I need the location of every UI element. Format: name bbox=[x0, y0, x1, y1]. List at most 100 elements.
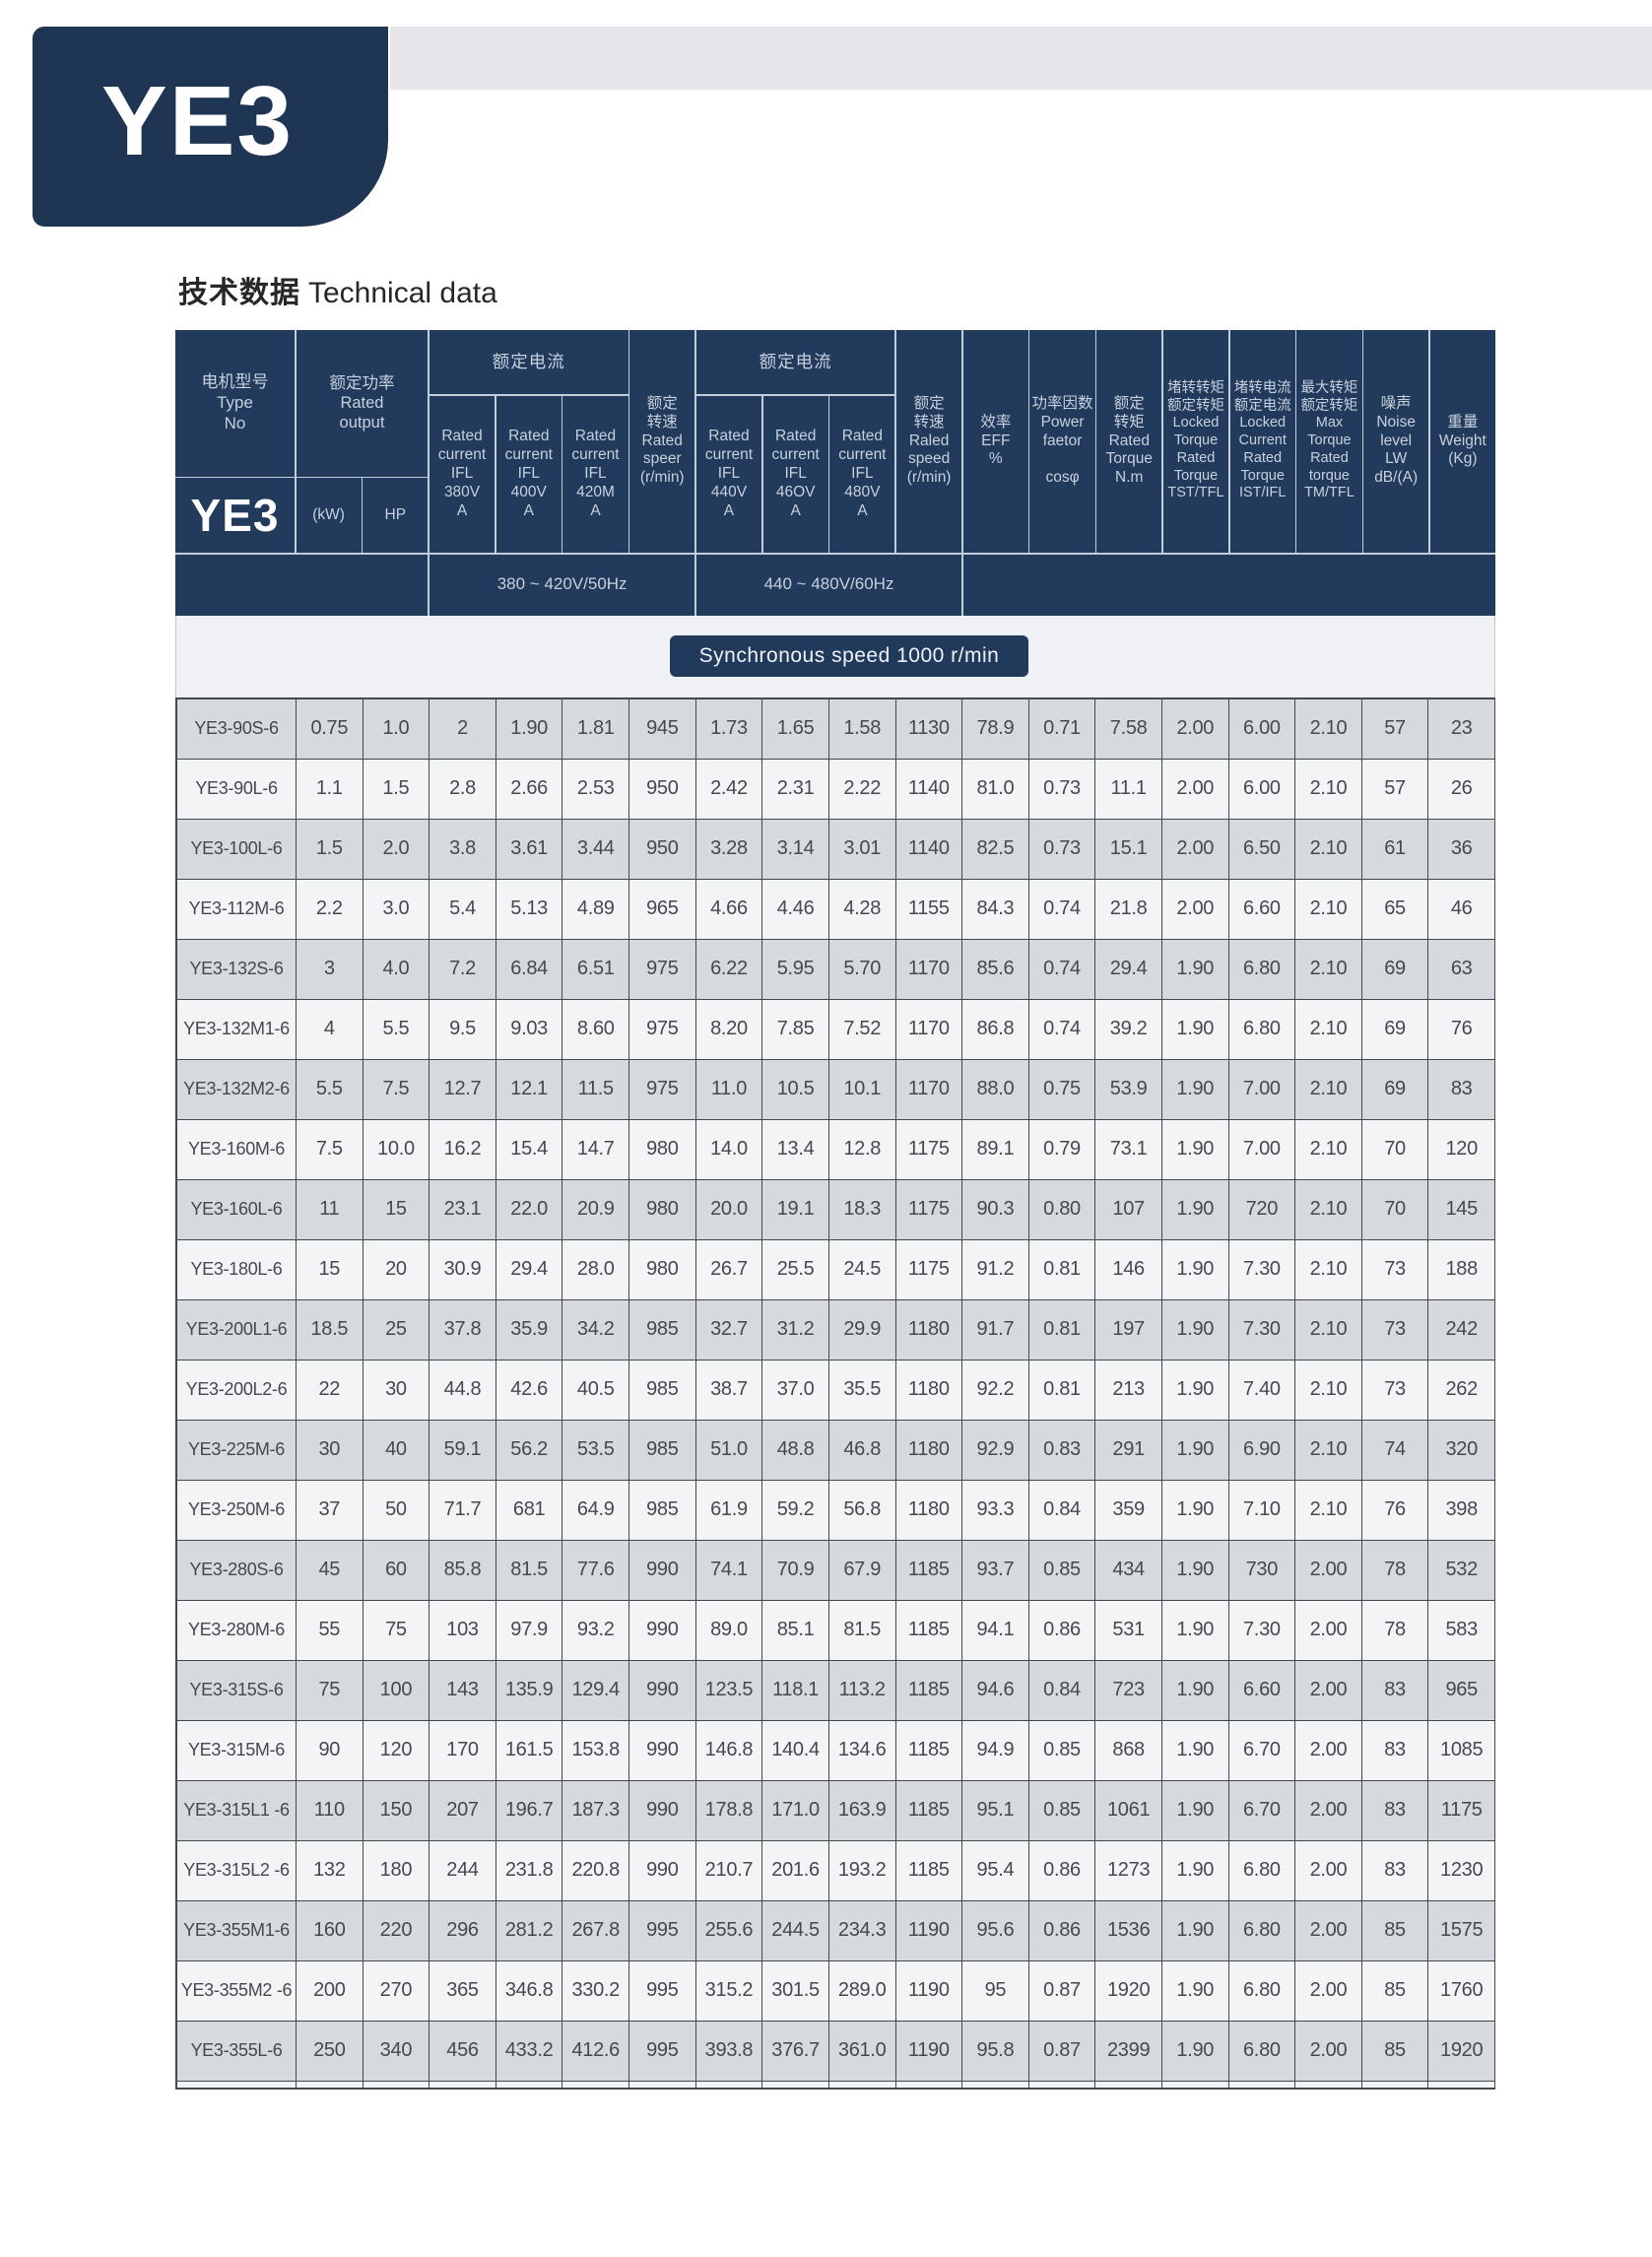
data-cell: 120 bbox=[363, 1720, 430, 1781]
data-cell: 990 bbox=[629, 1600, 696, 1661]
data-cell: 7.00 bbox=[1228, 1059, 1296, 1120]
data-cell: 990 bbox=[629, 1660, 696, 1721]
data-cell: 0.73 bbox=[1028, 759, 1096, 820]
data-cell: 70 bbox=[1361, 1179, 1429, 1240]
data-cell: 346.8 bbox=[496, 1960, 563, 2022]
data-cell: 1175 bbox=[895, 1179, 963, 1240]
data-cell: 9.5 bbox=[430, 999, 496, 1060]
data-cell: 5.13 bbox=[496, 879, 563, 940]
header-rated-output: 额定功率 Rated output bbox=[296, 330, 429, 477]
row-model-cell: YE3-355M1-6 bbox=[177, 1900, 297, 1961]
data-cell: 15 bbox=[363, 1179, 430, 1240]
row-model-cell: YE3-90L-6 bbox=[177, 759, 297, 820]
data-cell: 4 bbox=[297, 999, 363, 1060]
row-model-cell: YE3-315L2 -6 bbox=[177, 1840, 297, 1901]
data-cell: 1.90 bbox=[1161, 1960, 1229, 2022]
data-cell: 990 bbox=[629, 1540, 696, 1601]
header-band-60hz: 440 ~ 480V/60Hz bbox=[695, 554, 962, 616]
data-cell: 15.1 bbox=[1095, 819, 1162, 880]
row-model-cell: YE3-160M-6 bbox=[177, 1119, 297, 1180]
data-cell: 4.0 bbox=[363, 939, 430, 1000]
data-cell: 1.90 bbox=[1161, 999, 1229, 1060]
data-cell: 2.00 bbox=[1161, 698, 1229, 760]
data-cell: 201.6 bbox=[762, 1840, 829, 1901]
data-cell: 7.85 bbox=[762, 999, 829, 1060]
data-cell: 950 bbox=[629, 759, 696, 820]
data-cell: 985 bbox=[629, 1420, 696, 1481]
row-model-cell: YE3-180L-6 bbox=[177, 1239, 297, 1300]
data-cell: 40 bbox=[363, 1420, 430, 1481]
page-title-en: Technical data bbox=[308, 277, 497, 309]
data-cell: 85 bbox=[1361, 1960, 1429, 2022]
data-cell: 5.5 bbox=[297, 1059, 363, 1120]
data-cell: 330.2 bbox=[562, 1960, 630, 2022]
data-cell: 94.6 bbox=[962, 1660, 1029, 1721]
data-cell: 2.10 bbox=[1295, 1299, 1362, 1361]
data-cell: 720 bbox=[1228, 1179, 1296, 1240]
data-cell: 89.1 bbox=[962, 1119, 1029, 1180]
data-cell: 0.81 bbox=[1028, 1299, 1096, 1361]
data-cell: 46 bbox=[1428, 879, 1495, 940]
data-cell: 1190 bbox=[895, 1960, 963, 2022]
data-cell: 18.5 bbox=[297, 1299, 363, 1361]
data-cell: 160 bbox=[297, 1900, 363, 1961]
data-cell: 8.60 bbox=[562, 999, 630, 1060]
data-cell: 113.2 bbox=[828, 1660, 896, 1721]
data-cell: 3.01 bbox=[828, 819, 896, 880]
data-cell: 8.20 bbox=[695, 999, 763, 1060]
data-cell: 2.10 bbox=[1295, 1420, 1362, 1481]
data-cell: 69 bbox=[1361, 939, 1429, 1000]
data-cell: 0.73 bbox=[1028, 819, 1096, 880]
data-cell: 1180 bbox=[895, 1480, 963, 1541]
cutoff-cell bbox=[1095, 2081, 1162, 2090]
data-cell: 135.9 bbox=[496, 1660, 563, 1721]
top-gray-bar bbox=[390, 27, 1652, 90]
data-cell: 10.0 bbox=[363, 1119, 430, 1180]
data-cell: 44.8 bbox=[430, 1360, 496, 1421]
data-cell: 19.1 bbox=[762, 1179, 829, 1240]
header-series-ye3: YE3 bbox=[175, 478, 295, 553]
data-cell: 97.9 bbox=[496, 1600, 563, 1661]
data-cell: 0.86 bbox=[1028, 1900, 1096, 1961]
data-cell: 40.5 bbox=[562, 1360, 630, 1421]
data-cell: 24.5 bbox=[828, 1239, 896, 1300]
data-cell: 78.9 bbox=[962, 698, 1029, 760]
header-band-empty-right bbox=[962, 554, 1495, 616]
row-model-cell: YE3-132M1-6 bbox=[177, 999, 297, 1060]
data-cell: 180 bbox=[363, 1840, 430, 1901]
data-cell: 1.90 bbox=[1161, 1540, 1229, 1601]
data-cell: 1.90 bbox=[1161, 1840, 1229, 1901]
data-cell: 95.8 bbox=[962, 2021, 1029, 2082]
data-cell: 163.9 bbox=[828, 1780, 896, 1841]
data-cell: 2.00 bbox=[1295, 1960, 1362, 2022]
data-cell: 150 bbox=[363, 1780, 430, 1841]
data-cell: 1.90 bbox=[1161, 1420, 1229, 1481]
data-cell: 20.0 bbox=[695, 1179, 763, 1240]
data-cell: 1.90 bbox=[1161, 2021, 1229, 2082]
data-cell: 85.1 bbox=[762, 1600, 829, 1661]
data-cell: 35.5 bbox=[828, 1360, 896, 1421]
data-cell: 7.30 bbox=[1228, 1299, 1296, 1361]
data-cell: 196.7 bbox=[496, 1780, 563, 1841]
data-cell: 1.90 bbox=[1161, 1239, 1229, 1300]
data-cell: 361.0 bbox=[828, 2021, 896, 2082]
data-cell: 1920 bbox=[1095, 1960, 1162, 2022]
data-cell: 2.00 bbox=[1161, 819, 1229, 880]
data-cell: 398 bbox=[1428, 1480, 1495, 1541]
row-model-cell: YE3-200L1-6 bbox=[177, 1299, 297, 1361]
data-cell: 84.3 bbox=[962, 879, 1029, 940]
data-cell: 2.00 bbox=[1295, 1600, 1362, 1661]
data-cell: 1.90 bbox=[1161, 1119, 1229, 1180]
cutoff-cell bbox=[430, 2081, 496, 2090]
data-cell: 393.8 bbox=[695, 2021, 763, 2082]
row-model-cell: YE3-355M2 -6 bbox=[177, 1960, 297, 2022]
data-cell: 85.8 bbox=[430, 1540, 496, 1601]
data-cell: 0.86 bbox=[1028, 1840, 1096, 1901]
data-cell: 9.03 bbox=[496, 999, 563, 1060]
data-cell: 1.81 bbox=[562, 698, 630, 760]
data-cell: 83 bbox=[1361, 1660, 1429, 1721]
data-cell: 995 bbox=[629, 1960, 696, 2022]
data-cell: 6.60 bbox=[1228, 879, 1296, 940]
data-cell: 1190 bbox=[895, 2021, 963, 2082]
data-cell: 12.1 bbox=[496, 1059, 563, 1120]
